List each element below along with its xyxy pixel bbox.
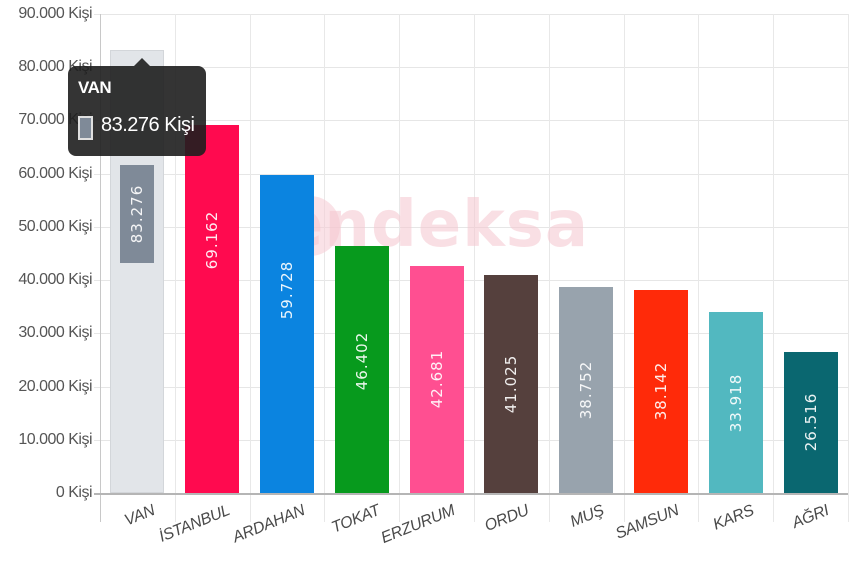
y-tick-label: 50.000 Kişi <box>18 217 92 235</box>
gridline <box>94 120 848 122</box>
bar-ardahan[interactable]: 59.728 <box>260 175 314 493</box>
gridline <box>548 14 550 522</box>
tooltip-value: 83.276 Kişi <box>101 114 195 136</box>
bar-tokat[interactable]: 46.402 <box>334 246 389 493</box>
gridline <box>94 439 848 441</box>
x-tick-label: ARDAHAN <box>230 502 308 547</box>
tooltip: VAN 83.276 Kişi <box>68 58 206 156</box>
bar-i̇stanbul[interactable]: 69.162 <box>185 124 240 493</box>
gridline <box>94 173 848 175</box>
y-tick-label: 40.000 Kişi <box>18 271 92 289</box>
y-tick-label: 20.000 Kişi <box>18 377 92 395</box>
x-tick-label: TOKAT <box>329 502 383 537</box>
bar-value-box: 83.276 <box>120 165 155 263</box>
bar-ordu[interactable]: 41.025 <box>484 274 539 493</box>
gridline <box>399 14 401 522</box>
bar-value-label: 59.728 <box>278 260 296 320</box>
y-axis-line <box>100 14 101 522</box>
gridline <box>174 14 176 522</box>
y-tick-label: 60.000 Kişi <box>18 164 92 182</box>
bar-value-label: 41.025 <box>502 354 521 414</box>
y-tick-label: 90.000 Kişi <box>18 5 92 22</box>
bar-value-label: 46.402 <box>352 331 371 391</box>
tooltip-swatch-icon <box>78 116 93 140</box>
bar-value-label: 26.516 <box>801 393 820 452</box>
y-tick-label: 0 Kişi <box>55 484 93 501</box>
y-tick-label: 10.000 Kişi <box>18 430 92 448</box>
gridline <box>94 280 848 282</box>
x-tick-label: VAN <box>122 502 158 530</box>
x-tick-label: AĞRI <box>789 502 831 532</box>
x-axis-line <box>94 493 848 495</box>
bar-kars[interactable]: 33.918 <box>708 312 763 493</box>
bar-value-label: 42.681 <box>427 350 446 409</box>
x-tick-label: İSTANBUL <box>156 502 233 546</box>
gridline <box>324 14 326 522</box>
bar-value-label: 83.276 <box>128 184 147 244</box>
gridline <box>474 14 475 522</box>
watermark: endeksa <box>280 188 590 262</box>
tooltip-arrow-icon <box>134 58 150 66</box>
gridline <box>94 67 848 69</box>
y-tick-label: 30.000 Kişi <box>18 324 92 342</box>
bar-value-label: 33.918 <box>726 373 745 432</box>
gridline <box>848 14 849 522</box>
gridline <box>623 14 625 522</box>
x-tick-label: MUŞ <box>568 502 607 531</box>
bar-value-label: 38.752 <box>577 360 596 420</box>
bar-ağri[interactable]: 26.516 <box>783 351 838 493</box>
x-tick-label: ERZURUM <box>378 502 457 547</box>
gridline <box>249 14 251 522</box>
x-tick-label: KARS <box>710 502 757 534</box>
gridline <box>773 14 775 522</box>
gridline <box>94 386 848 388</box>
tooltip-title: VAN <box>78 78 112 97</box>
gridline <box>94 14 848 15</box>
x-tick-label: ORDU <box>482 502 532 535</box>
gridline <box>94 333 848 335</box>
bar-value-label: 69.162 <box>203 210 222 270</box>
bar-samsun[interactable]: 38.142 <box>634 289 688 493</box>
bar-muş[interactable]: 38.752 <box>559 286 614 493</box>
gridline <box>698 14 700 522</box>
bar-erzurum[interactable]: 42.681 <box>409 265 464 493</box>
gridline <box>94 226 848 228</box>
bar-value-label: 38.142 <box>652 362 670 421</box>
